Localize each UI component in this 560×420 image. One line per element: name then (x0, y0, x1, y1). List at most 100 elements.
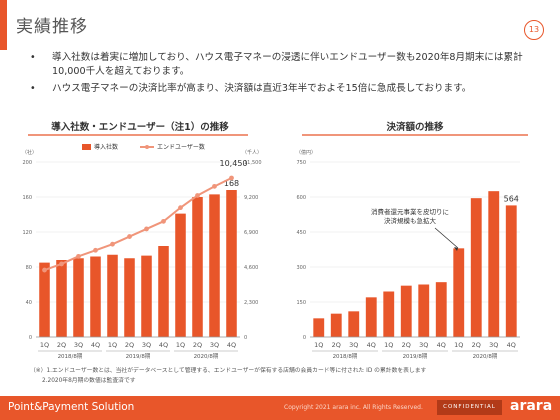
bar (435, 282, 447, 337)
bar (348, 311, 360, 337)
x-tick-label: 4Q (507, 341, 516, 349)
x-tick-label: 1Q (176, 341, 185, 349)
year-group-label: 2020/8期 (473, 353, 498, 360)
company-logo: arara (510, 398, 553, 414)
x-tick-label: 1Q (40, 341, 49, 349)
annotation-text: 決済規模も急拡大 (384, 216, 437, 225)
bar (418, 284, 430, 337)
bar (488, 191, 500, 337)
x-tick-label: 3Q (210, 341, 219, 349)
bar (226, 190, 237, 337)
x-tick-label: 1Q (314, 341, 323, 349)
y2-tick-label: 6,900 (244, 230, 258, 236)
line-point (110, 241, 115, 247)
bar (470, 198, 482, 337)
bar (141, 255, 152, 337)
y-tick-label: 750 (296, 160, 306, 166)
y2-axis-unit: （千人） (242, 149, 262, 156)
page-number: 13 (524, 20, 544, 40)
annotation-arrowhead (454, 247, 458, 251)
bar (73, 258, 84, 337)
bar (90, 256, 101, 337)
bar (383, 291, 395, 337)
footer-bar: Point&Payment Solution Copyright 2021 ar… (0, 396, 560, 420)
year-group-label: 2019/8期 (403, 353, 428, 360)
chart-title: 導入社数・エンドユーザー（注1）の推移 (51, 121, 229, 133)
bar (107, 254, 118, 337)
line-point (59, 261, 64, 267)
bar (313, 318, 325, 337)
y-tick-label: 200 (22, 160, 32, 166)
x-tick-label: 2Q (472, 341, 481, 349)
y-tick-label: 0 (303, 335, 306, 341)
line-value-label: 10,450 (220, 159, 248, 168)
x-tick-label: 2Q (125, 341, 134, 349)
line-point (212, 183, 217, 189)
legend-label-line: エンドユーザー数 (157, 143, 205, 151)
annotation-text: 消費者還元事業を皮切りに (371, 207, 449, 216)
page-title: 実績推移 (16, 17, 88, 37)
y2-tick-label: 11,500 (244, 160, 262, 166)
x-tick-label: 3Q (142, 341, 151, 349)
y2-tick-label: 2,300 (244, 300, 258, 306)
bar (192, 197, 203, 337)
line-point (42, 267, 47, 273)
x-tick-label: 4Q (91, 341, 100, 349)
line-point (93, 247, 98, 253)
y-tick-label: 450 (296, 230, 306, 236)
year-group-label: 2019/8期 (126, 353, 151, 360)
y-tick-label: 40 (26, 300, 32, 306)
bar (330, 313, 342, 337)
legend-label-bar: 導入社数 (94, 143, 118, 151)
series-line (44, 177, 232, 271)
line-point (127, 234, 132, 239)
bar (56, 260, 67, 337)
x-tick-label: 2Q (193, 341, 202, 349)
line-point (161, 218, 166, 224)
x-tick-label: 1Q (108, 341, 117, 349)
bar (400, 285, 412, 337)
confidential-badge: CONFIDENTIAL (437, 400, 502, 415)
x-tick-label: 4Q (227, 341, 236, 349)
y-tick-label: 300 (296, 265, 306, 271)
line-point (144, 226, 149, 232)
bullet-item: ハウス電子マネーの決済比率が高まり、決済額は直近3年半でおよそ15倍に急成長して… (30, 82, 540, 96)
bullet-list: 導入社数は着実に増加しており、ハウス電子マネーの浸透に伴いエンドユーザー数も20… (30, 51, 540, 100)
year-group-label: 2018/8期 (333, 353, 358, 360)
line-point (195, 193, 200, 198)
x-tick-label: 2Q (402, 341, 411, 349)
y2-tick-label: 0 (244, 335, 247, 341)
x-tick-label: 2Q (332, 341, 341, 349)
bar (453, 248, 465, 337)
footer-brand: Point&Payment Solution (8, 401, 135, 413)
x-tick-label: 2Q (57, 341, 66, 349)
x-tick-label: 3Q (349, 341, 358, 349)
bar (175, 213, 186, 337)
chart-title: 決済額の推移 (386, 121, 444, 133)
bar (39, 262, 50, 337)
footnotes: （※）1.エンドユーザー数とは、当社がデータベースとして管理する、エンドユーザー… (30, 366, 426, 386)
x-tick-label: 3Q (74, 341, 83, 349)
line-point (178, 205, 183, 211)
x-tick-label: 1Q (384, 341, 393, 349)
line-point (76, 253, 81, 259)
footer-copyright: Copyright 2021 arara inc. All Rights Res… (284, 404, 423, 411)
y-tick-label: 0 (29, 335, 32, 341)
x-tick-label: 3Q (419, 341, 428, 349)
bar (365, 297, 377, 337)
y2-tick-label: 4,600 (244, 265, 258, 271)
y-axis-unit: （社） (22, 149, 37, 156)
year-group-label: 2018/8期 (58, 353, 83, 360)
x-tick-label: 3Q (489, 341, 498, 349)
x-tick-label: 4Q (159, 341, 168, 349)
y-tick-label: 150 (296, 300, 306, 306)
annotation-arrow (434, 227, 459, 249)
y-tick-label: 80 (26, 265, 32, 271)
bar (505, 205, 517, 337)
bar-value-label: 564 (504, 194, 519, 203)
bar-value-label: 168 (224, 179, 239, 188)
x-tick-label: 1Q (454, 341, 463, 349)
legend-swatch-bar (82, 144, 91, 150)
bullet-item: 導入社数は着実に増加しており、ハウス電子マネーの浸透に伴いエンドユーザー数も20… (30, 51, 540, 78)
